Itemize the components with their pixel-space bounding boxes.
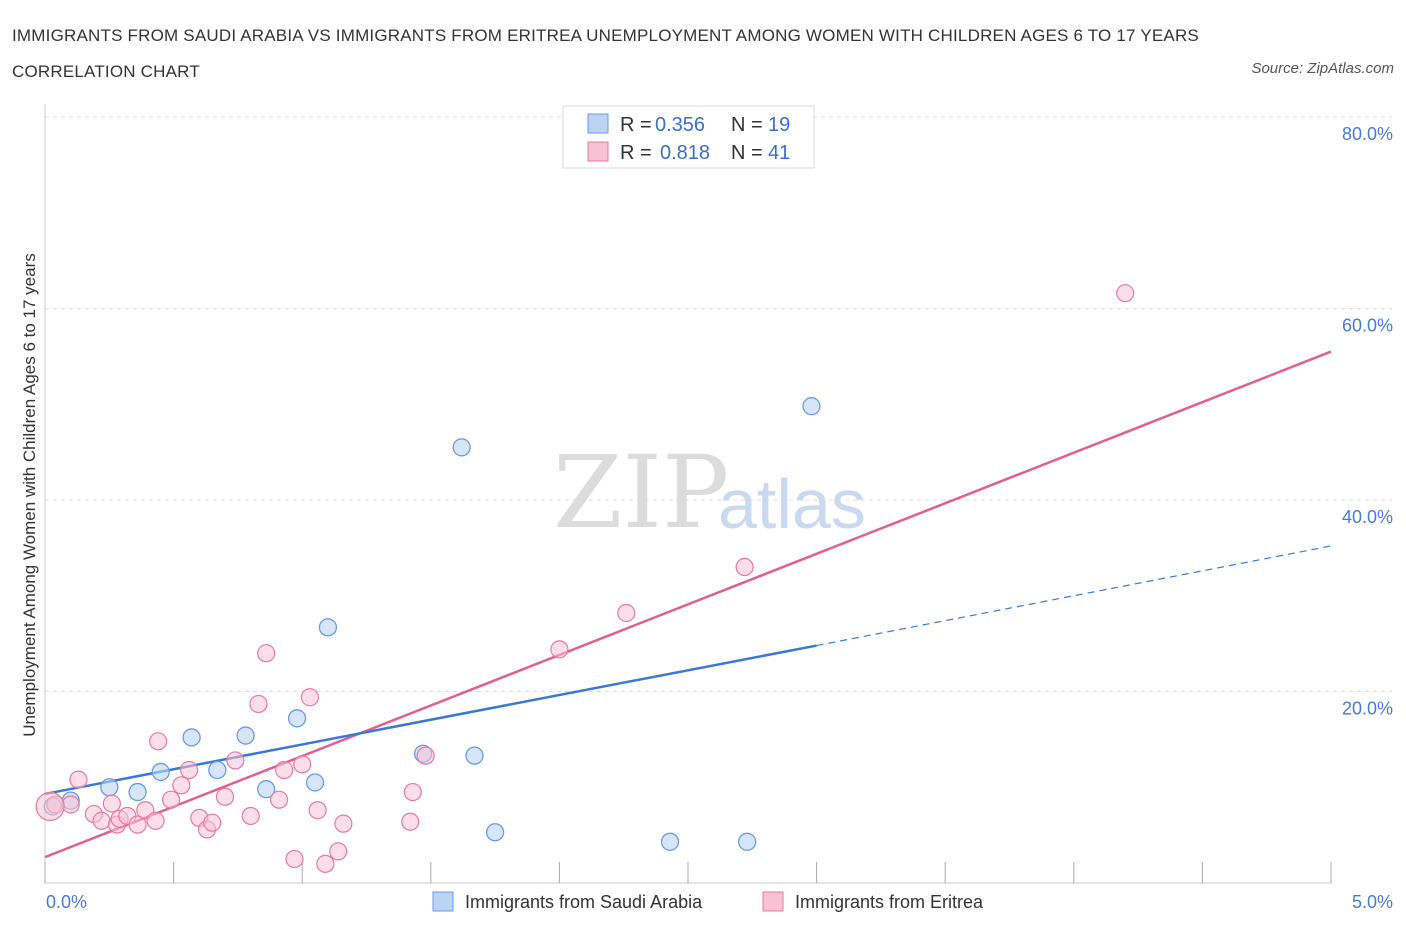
point-saudi-9	[287, 709, 307, 728]
chart-title: IMMIGRANTS FROM SAUDI ARABIA VS IMMIGRAN…	[12, 26, 1199, 81]
point-saudi-6	[208, 760, 227, 780]
y-tick-labels: 20.0% 40.0% 60.0% 80.0%	[1342, 124, 1393, 719]
legend-n-label-eritrea: N =	[731, 142, 763, 164]
point-eritrea-20	[226, 751, 245, 770]
point-saudi-5	[182, 728, 201, 747]
x-tick-label-1: 5.0%	[1352, 892, 1393, 912]
y-tick-label-0: 20.0%	[1342, 699, 1393, 719]
point-eritrea-24	[269, 790, 289, 809]
bottom-legend-swatch-eritrea	[762, 891, 784, 912]
point-saudi-16	[660, 832, 680, 851]
point-eritrea-37	[617, 603, 636, 623]
point-eritrea-28	[300, 688, 320, 707]
correlation-legend: R = 0.356 N = 19 R = 0.818 N = 41	[562, 105, 815, 169]
legend-swatch-eritrea	[587, 141, 609, 162]
point-eritrea-34	[403, 782, 422, 802]
point-eritrea-19	[215, 787, 235, 806]
point-eritrea-40	[35, 791, 65, 822]
legend-swatch-saudi	[587, 113, 609, 134]
legend-r-value-eritrea: 0.818	[660, 142, 710, 164]
watermark-zip: ZIP	[553, 434, 729, 551]
point-eritrea-26	[285, 849, 304, 869]
point-eritrea-13	[161, 790, 181, 809]
y-tick-label-1: 40.0%	[1342, 507, 1393, 527]
point-eritrea-30	[316, 854, 335, 873]
point-eritrea-32	[334, 814, 353, 833]
point-saudi-18	[802, 397, 821, 416]
point-eritrea-1	[61, 795, 80, 814]
point-eritrea-31	[329, 842, 348, 861]
watermark: ZIP atlas	[553, 434, 866, 551]
point-saudi-3	[128, 782, 147, 802]
point-eritrea-9	[128, 815, 147, 834]
legend-r-value-saudi: 0.356	[655, 114, 705, 136]
point-saudi-2	[100, 778, 119, 797]
point-saudi-15	[485, 823, 505, 842]
point-eritrea-23	[257, 644, 276, 663]
point-eritrea-21	[241, 806, 260, 826]
point-saudi-11	[318, 618, 338, 637]
grid-lines	[45, 116, 1392, 692]
legend-n-value-saudi: 19	[768, 114, 790, 136]
point-saudi-17	[738, 832, 757, 851]
point-saudi-10	[305, 773, 325, 792]
point-saudi-4	[151, 762, 170, 782]
point-eritrea-22	[249, 694, 268, 714]
point-eritrea-5	[102, 794, 121, 813]
trend-line-saudi-extension	[816, 545, 1332, 647]
bottom-legend-label-eritrea: Immigrants from Eritrea	[795, 892, 984, 912]
x-tick-labels: 0.0% 5.0%	[46, 892, 1393, 912]
point-eritrea-29	[308, 801, 327, 820]
bottom-legend-label-saudi: Immigrants from Saudi Arabia	[465, 892, 703, 912]
axes	[44, 104, 1332, 884]
point-eritrea-38	[735, 557, 754, 577]
point-saudi-8	[257, 780, 276, 799]
point-eritrea-11	[146, 811, 165, 830]
legend-n-value-eritrea: 41	[768, 142, 790, 164]
x-tick-label-0: 0.0%	[46, 892, 87, 912]
data-points	[35, 284, 1135, 873]
point-eritrea-25	[275, 760, 294, 780]
legend-r-label-eritrea: R =	[620, 142, 652, 164]
legend-r-label-saudi: R =	[620, 114, 652, 136]
point-eritrea-27	[293, 755, 312, 774]
point-eritrea-14	[172, 776, 191, 795]
legend-n-label-saudi: N =	[731, 114, 763, 136]
source-note: Source: ZipAtlas.com	[1251, 60, 1394, 77]
y-axis-label: Unemployment Among Women with Children A…	[20, 253, 39, 737]
point-eritrea-15	[179, 760, 199, 780]
point-eritrea-33	[401, 812, 420, 831]
point-saudi-14	[465, 746, 484, 765]
watermark-atlas: atlas	[718, 465, 866, 543]
y-tick-label-2: 60.0%	[1342, 316, 1393, 336]
point-eritrea-2	[69, 770, 88, 789]
point-eritrea-12	[149, 732, 168, 751]
trend-line-eritrea	[44, 350, 1332, 859]
series-legend: Immigrants from Saudi Arabia Immigrants …	[432, 891, 984, 912]
point-eritrea-35	[416, 746, 435, 765]
point-saudi-13	[452, 438, 471, 457]
point-eritrea-18	[203, 813, 222, 832]
point-saudi-7	[236, 726, 255, 745]
point-eritrea-39	[1116, 284, 1135, 303]
trend-line-saudi	[44, 644, 817, 796]
trend-lines	[44, 350, 1332, 859]
bottom-legend-swatch-saudi	[432, 891, 454, 912]
point-eritrea-36	[550, 640, 569, 659]
y-tick-label-3: 80.0%	[1342, 124, 1393, 144]
point-eritrea-4	[92, 811, 111, 830]
